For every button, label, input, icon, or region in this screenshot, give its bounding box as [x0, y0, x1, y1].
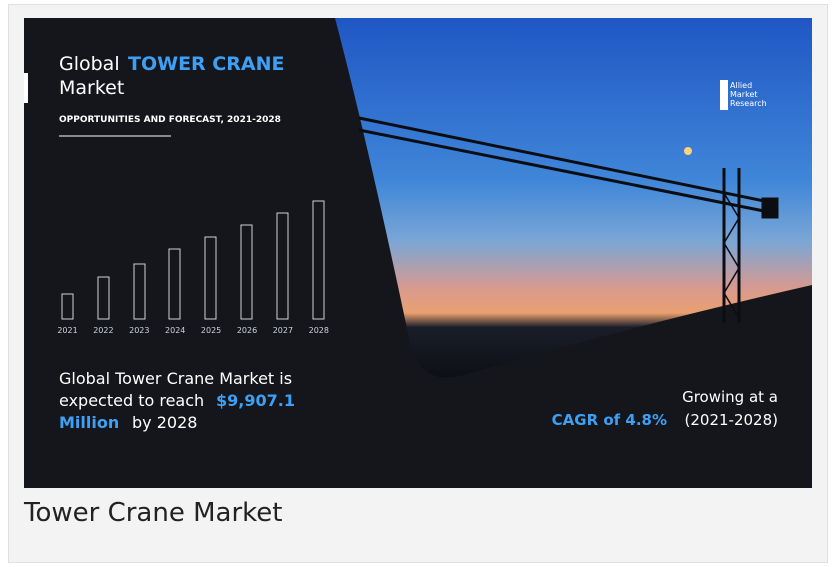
growth-period: (2021-2028): [685, 411, 778, 429]
photo: [335, 18, 812, 378]
growth-cagr: CAGR of 4.8%: [552, 411, 667, 429]
forecast-line1: Global Tower Crane Market is: [59, 369, 292, 388]
year-label: 2022: [93, 326, 113, 335]
year-label: 2024: [165, 326, 185, 335]
year-label: 2023: [129, 326, 149, 335]
forecast-line2: expected to reach: [59, 391, 204, 410]
logo-text: Allied: [730, 81, 752, 90]
accent: [24, 73, 28, 103]
title-highlight: TOWER CRANE: [128, 53, 284, 75]
decor-bars: [61, 200, 325, 320]
crane: [358, 116, 779, 323]
year-label: 2026: [237, 326, 257, 335]
logo-text: Market: [730, 90, 758, 99]
year-label: 2027: [273, 326, 293, 335]
light: [684, 147, 692, 155]
year-label: 2021: [57, 326, 77, 335]
year-label: 2025: [201, 326, 221, 335]
year-label: 2028: [309, 326, 329, 335]
title-suffix: Market: [59, 77, 124, 99]
growth-line1: Growing at a: [682, 388, 778, 406]
caption: Tower Crane Market: [24, 498, 283, 528]
logo-text: Research: [730, 99, 767, 108]
infographic: Global TOWER CRANE Market OPPORTUNITIES …: [24, 18, 812, 488]
forecast-value: $9,907.1: [216, 391, 295, 410]
forecast-unit: Million: [59, 413, 119, 432]
logo-mark: [720, 80, 728, 110]
title-prefix: Global: [59, 53, 120, 75]
subtitle: OPPORTUNITIES AND FORECAST, 2021-2028: [59, 115, 281, 125]
forecast-tail: by 2028: [132, 413, 197, 432]
